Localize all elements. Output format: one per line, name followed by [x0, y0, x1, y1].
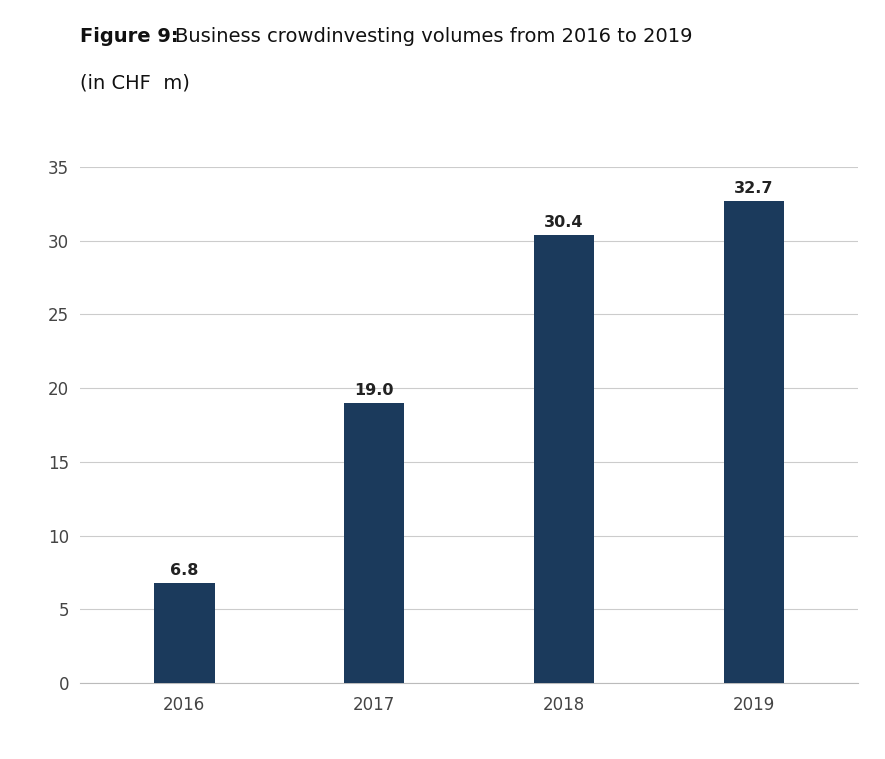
Bar	[343, 403, 404, 683]
Text: 30.4: 30.4	[544, 215, 584, 230]
Text: 6.8: 6.8	[170, 562, 198, 578]
Bar	[534, 235, 595, 683]
Text: 32.7: 32.7	[735, 181, 773, 196]
Text: (in CHF  m): (in CHF m)	[80, 74, 189, 93]
Bar	[724, 201, 784, 683]
Text: 19.0: 19.0	[354, 383, 394, 398]
Text: Business crowdinvesting volumes from 2016 to 2019: Business crowdinvesting volumes from 201…	[175, 27, 693, 46]
Text: Figure 9:: Figure 9:	[80, 27, 178, 46]
Bar	[154, 583, 214, 683]
